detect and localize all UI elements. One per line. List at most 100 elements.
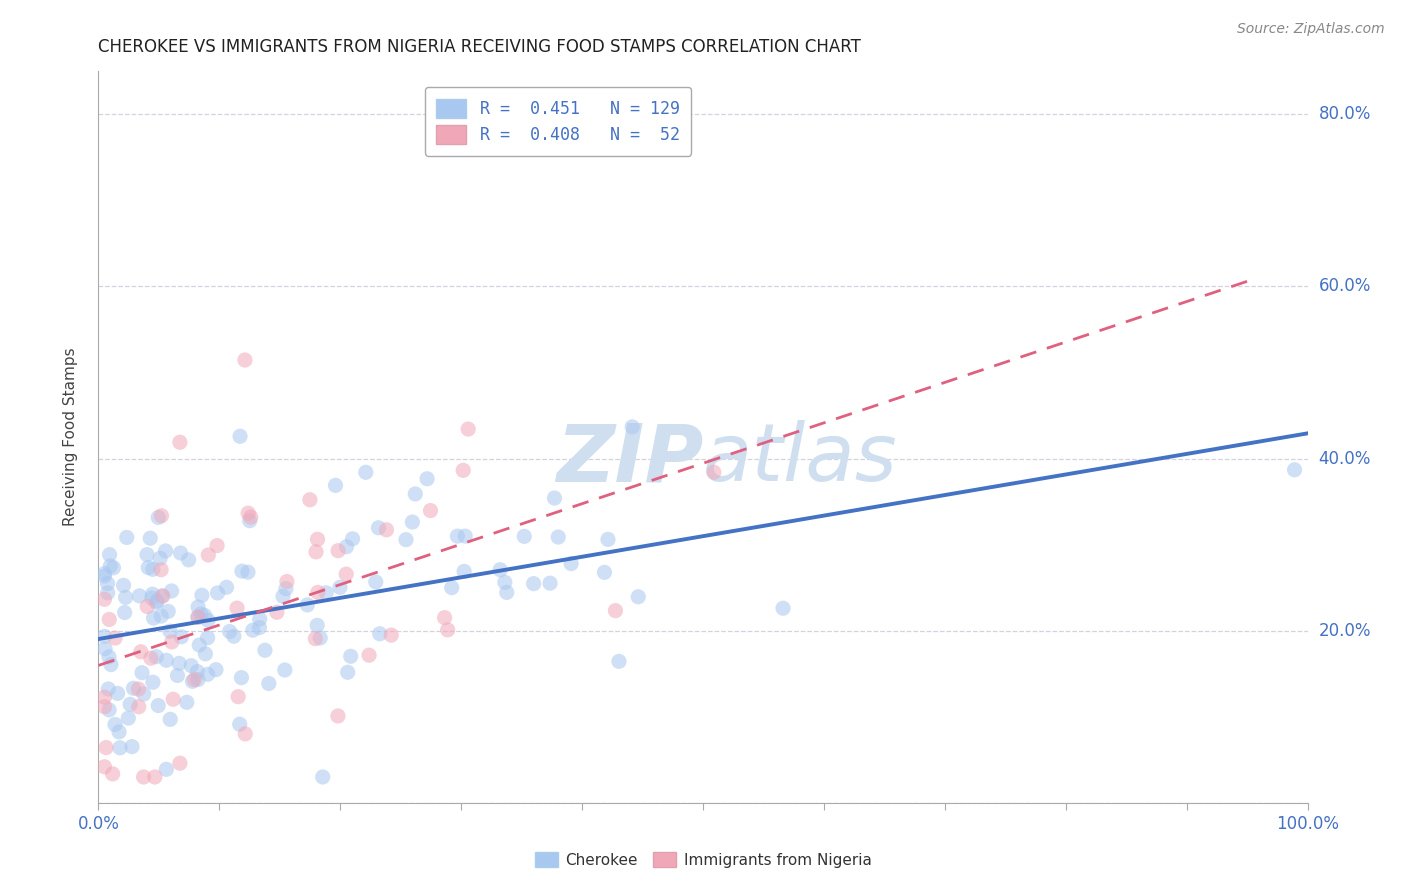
Point (271, 589, 294, 603)
Point (494, 575, 516, 590)
Point (180, 658, 202, 673)
Point (364, 574, 387, 589)
Point (274, 663, 297, 677)
Point (451, 463, 474, 477)
Point (342, 532, 364, 546)
Text: 20.0%: 20.0% (1319, 622, 1371, 640)
Point (239, 514, 262, 528)
Point (142, 675, 165, 690)
Point (453, 565, 475, 579)
Point (132, 687, 155, 701)
Point (181, 674, 204, 689)
Point (335, 540, 357, 554)
Point (329, 580, 352, 594)
Point (150, 508, 173, 523)
Point (127, 681, 149, 696)
Point (93, 569, 115, 583)
Point (197, 631, 219, 645)
Text: 60.0%: 60.0% (1319, 277, 1371, 295)
Point (538, 576, 561, 591)
Point (253, 643, 276, 657)
Point (167, 657, 190, 671)
Point (339, 649, 361, 664)
Point (367, 521, 389, 535)
Point (607, 654, 630, 668)
Point (325, 478, 347, 492)
Point (129, 645, 152, 659)
Point (401, 515, 423, 529)
Point (97, 576, 120, 591)
Point (197, 613, 219, 627)
Point (239, 510, 262, 524)
Point (297, 598, 319, 612)
Point (128, 699, 150, 714)
Point (236, 506, 259, 520)
Point (231, 671, 253, 685)
Point (249, 621, 271, 635)
Point (440, 581, 463, 595)
Y-axis label: Receiving Food Stamps: Receiving Food Stamps (63, 348, 77, 526)
Point (132, 770, 155, 784)
Point (404, 487, 426, 501)
Point (117, 711, 139, 725)
Point (703, 465, 725, 479)
Point (143, 770, 166, 784)
Point (309, 631, 332, 645)
Point (547, 530, 569, 544)
Point (142, 611, 165, 625)
Point (419, 503, 441, 517)
Point (190, 607, 212, 621)
Point (495, 585, 517, 599)
Point (108, 725, 131, 739)
Point (593, 566, 616, 580)
Point (183, 673, 205, 687)
Point (146, 594, 169, 608)
Point (100, 657, 122, 672)
Point (457, 422, 479, 436)
Point (187, 610, 209, 624)
Point (104, 631, 127, 645)
Point (93, 629, 115, 643)
Point (139, 531, 162, 545)
Point (160, 584, 183, 599)
Point (276, 574, 298, 589)
Point (128, 589, 150, 603)
Point (103, 561, 125, 575)
Point (98, 612, 121, 626)
Point (98, 548, 121, 562)
Point (326, 709, 349, 723)
Point (148, 698, 170, 713)
Point (188, 638, 211, 652)
Point (194, 608, 217, 623)
Point (187, 599, 209, 614)
Point (115, 530, 138, 544)
Point (454, 529, 477, 543)
Point (226, 601, 249, 615)
Point (114, 606, 136, 620)
Point (215, 580, 238, 594)
Point (226, 690, 249, 704)
Point (100, 558, 122, 573)
Point (141, 587, 163, 601)
Point (131, 665, 153, 680)
Point (93, 699, 115, 714)
Point (357, 648, 380, 663)
Point (136, 599, 159, 614)
Point (207, 586, 229, 600)
Point (266, 605, 288, 619)
Point (197, 667, 219, 681)
Point (166, 668, 188, 682)
Point (312, 770, 335, 784)
Point (191, 588, 214, 602)
Point (150, 563, 173, 577)
Point (107, 686, 129, 700)
Point (380, 628, 402, 642)
Point (145, 595, 167, 609)
Point (94, 641, 117, 656)
Legend: Cherokee, Immigrants from Nigeria: Cherokee, Immigrants from Nigeria (529, 846, 877, 873)
Point (169, 756, 191, 771)
Point (170, 630, 193, 644)
Point (596, 533, 619, 547)
Text: atlas: atlas (703, 420, 898, 498)
Point (93, 566, 115, 581)
